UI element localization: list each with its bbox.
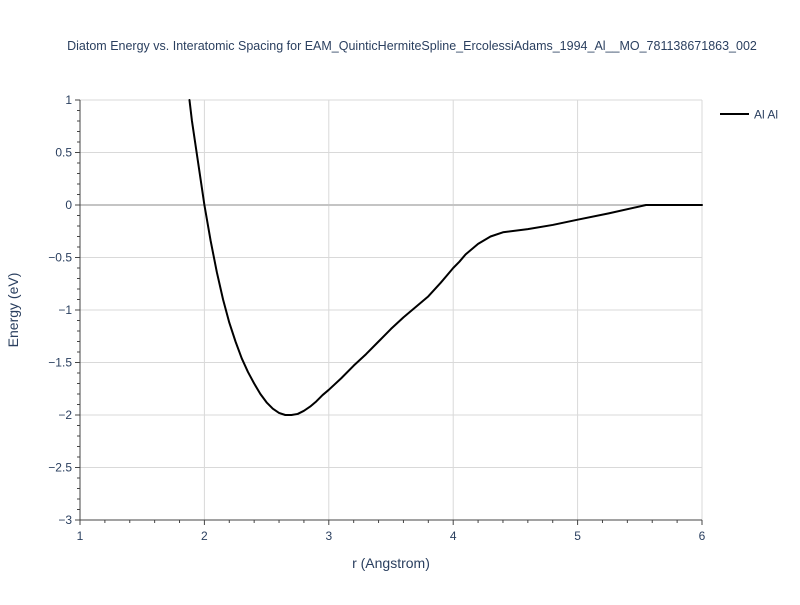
y-tick-label: −2 <box>58 408 72 422</box>
x-tick-label: 1 <box>77 529 84 543</box>
y-tick-label: −2.5 <box>48 461 72 475</box>
chart-title: Diatom Energy vs. Interatomic Spacing fo… <box>67 39 757 53</box>
y-tick-label: 0 <box>65 198 72 212</box>
series-layer <box>188 99 703 416</box>
y-tick-label: 1 <box>65 93 72 107</box>
x-tick-label: 4 <box>450 529 457 543</box>
y-tick-label: −3 <box>58 513 72 527</box>
x-axis-title: r (Angstrom) <box>352 555 430 571</box>
legend-label: Al Al <box>754 108 778 122</box>
y-tick-label: 0.5 <box>55 146 72 160</box>
x-tick-label: 3 <box>325 529 332 543</box>
grid <box>80 99 703 520</box>
axes: 1 2 3 4 5 6 1 0.5 0 −0.5 −1 −1.5 −2 −2.5 −3 <box>48 93 705 543</box>
legend[interactable]: Al Al <box>720 108 778 122</box>
x-tick-label: 2 <box>201 529 208 543</box>
y-tick-label: −0.5 <box>48 251 72 265</box>
x-tick-label: 5 <box>574 529 581 543</box>
y-tick-label: −1.5 <box>48 356 72 370</box>
series-line-al-al <box>188 99 703 416</box>
y-axis-title: Energy (eV) <box>5 273 21 348</box>
y-tick-label: −1 <box>58 303 72 317</box>
x-tick-label: 6 <box>699 529 706 543</box>
